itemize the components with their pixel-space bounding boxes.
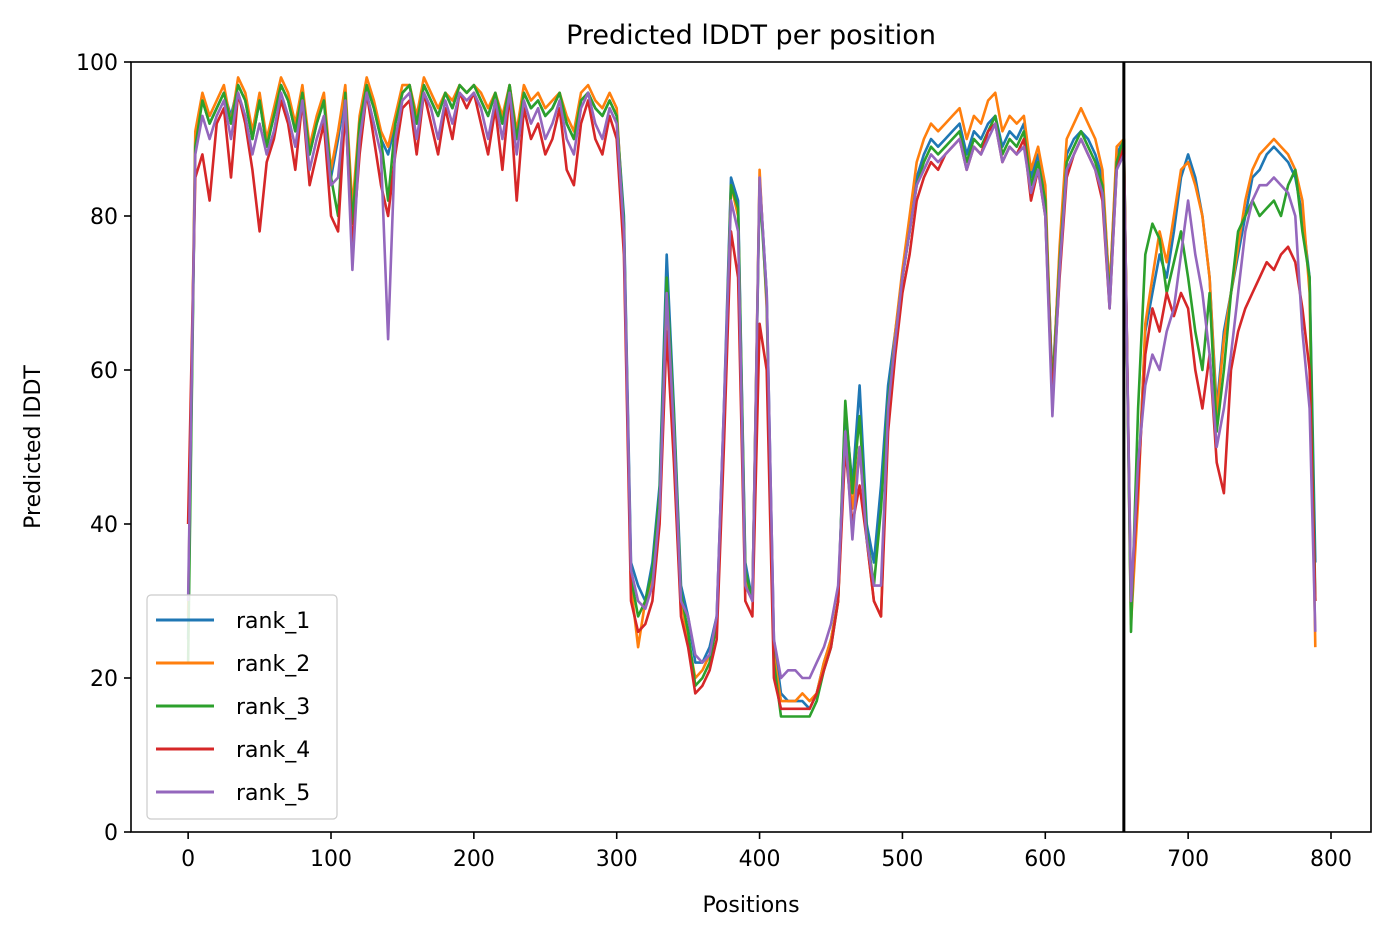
x-tick-label: 600: [1024, 847, 1066, 872]
plot-frame: [130, 61, 1372, 833]
y-axis: 0 20 40 60 80 100: [76, 51, 131, 846]
series-layer: [186, 76, 1317, 718]
legend-box: [146, 594, 338, 820]
legend-label-rank_3: rank_3: [236, 695, 310, 720]
x-tick-label: 500: [881, 847, 923, 872]
y-axis-label: Predicted lDDT: [21, 365, 46, 529]
x-tick-label: 800: [1310, 847, 1352, 872]
x-tick-label: 400: [739, 847, 781, 872]
y-tick-label: 0: [104, 821, 118, 846]
y-tick-label: 20: [90, 667, 118, 692]
x-axis-label: Positions: [702, 893, 799, 918]
y-tick-label: 80: [90, 205, 118, 230]
y-tick-label: 100: [76, 51, 118, 76]
x-tick-label: 300: [596, 847, 638, 872]
legend-label-rank_5: rank_5: [236, 781, 310, 806]
legend: rank_1 rank_2 rank_3 rank_4 rank_5: [146, 594, 338, 820]
y-tick-label: 60: [90, 359, 118, 384]
x-tick-label: 0: [181, 847, 195, 872]
x-tick-label: 100: [310, 847, 352, 872]
legend-label-rank_4: rank_4: [236, 738, 310, 763]
series-line-rank_5: [186, 91, 1317, 680]
chart-title: Predicted lDDT per position: [566, 20, 936, 51]
y-tick-label: 40: [90, 513, 118, 538]
x-tick-label: 200: [453, 847, 495, 872]
x-axis: 0 100 200 300 400 500 600 700 800: [181, 832, 1352, 872]
legend-label-rank_2: rank_2: [236, 652, 310, 677]
x-tick-label: 700: [1167, 847, 1209, 872]
legend-label-rank_1: rank_1: [236, 609, 310, 634]
